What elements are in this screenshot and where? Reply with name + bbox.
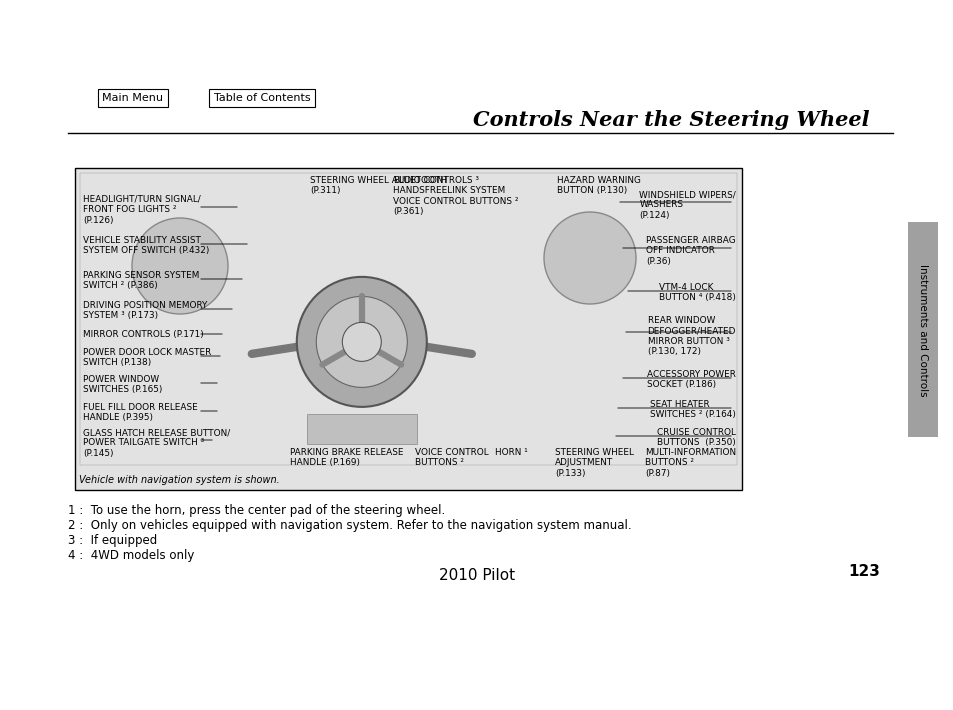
FancyBboxPatch shape: [75, 168, 741, 490]
Text: 123: 123: [847, 564, 879, 579]
Circle shape: [132, 218, 228, 314]
FancyBboxPatch shape: [307, 414, 416, 444]
Text: 1 :  To use the horn, press the center pad of the steering wheel.: 1 : To use the horn, press the center pa…: [68, 504, 445, 517]
Text: Table of Contents: Table of Contents: [213, 93, 310, 103]
Text: DRIVING POSITION MEMORY
SYSTEM ³ (P.173): DRIVING POSITION MEMORY SYSTEM ³ (P.173): [83, 301, 207, 320]
Text: SEAT HEATER
SWITCHES ² (P.164): SEAT HEATER SWITCHES ² (P.164): [649, 400, 735, 420]
Text: ACCESSORY POWER
SOCKET (P.186): ACCESSORY POWER SOCKET (P.186): [646, 370, 735, 389]
Text: HAZARD WARNING
BUTTON (P.130): HAZARD WARNING BUTTON (P.130): [557, 176, 640, 195]
Text: VOICE CONTROL
BUTTONS ²: VOICE CONTROL BUTTONS ²: [415, 448, 488, 467]
Text: Vehicle with navigation system is shown.: Vehicle with navigation system is shown.: [79, 475, 279, 485]
Text: HEADLIGHT/TURN SIGNAL/
FRONT FOG LIGHTS ²
(P.126): HEADLIGHT/TURN SIGNAL/ FRONT FOG LIGHTS …: [83, 195, 200, 225]
Text: GLASS HATCH RELEASE BUTTON/
POWER TAILGATE SWITCH ³
(P.145): GLASS HATCH RELEASE BUTTON/ POWER TAILGA…: [83, 428, 230, 458]
Text: VEHICLE STABILITY ASSIST
SYSTEM OFF SWITCH (P.432): VEHICLE STABILITY ASSIST SYSTEM OFF SWIT…: [83, 236, 209, 256]
Text: MULTI-INFORMATION
BUTTONS ²
(P.87): MULTI-INFORMATION BUTTONS ² (P.87): [644, 448, 736, 478]
Text: WINDSHIELD WIPERS/
WASHERS
(P.124): WINDSHIELD WIPERS/ WASHERS (P.124): [639, 190, 735, 220]
Text: PASSENGER AIRBAG
OFF INDICATOR
(P.36): PASSENGER AIRBAG OFF INDICATOR (P.36): [646, 236, 735, 266]
Text: VTM-4 LOCK
BUTTON ⁴ (P.418): VTM-4 LOCK BUTTON ⁴ (P.418): [659, 283, 735, 302]
Text: Controls Near the Steering Wheel: Controls Near the Steering Wheel: [473, 110, 869, 130]
Text: PARKING SENSOR SYSTEM
SWITCH ² (P.386): PARKING SENSOR SYSTEM SWITCH ² (P.386): [83, 271, 199, 290]
Circle shape: [316, 296, 407, 388]
Text: HORN ¹: HORN ¹: [495, 448, 527, 457]
Text: STEERING WHEEL
ADJUSTMENT
(P.133): STEERING WHEEL ADJUSTMENT (P.133): [555, 448, 633, 478]
Text: MIRROR CONTROLS (P.171): MIRROR CONTROLS (P.171): [83, 330, 204, 339]
Text: POWER DOOR LOCK MASTER
SWITCH (P.138): POWER DOOR LOCK MASTER SWITCH (P.138): [83, 348, 211, 367]
Circle shape: [342, 322, 381, 361]
Circle shape: [543, 212, 636, 304]
Text: 4 :  4WD models only: 4 : 4WD models only: [68, 549, 194, 562]
Text: 2010 Pilot: 2010 Pilot: [438, 568, 515, 583]
Text: Main Menu: Main Menu: [102, 93, 163, 103]
Text: BLUETOOTH
HANDSFREELINK SYSTEM
VOICE CONTROL BUTTONS ²
(P.361): BLUETOOTH HANDSFREELINK SYSTEM VOICE CON…: [393, 176, 518, 217]
Circle shape: [296, 277, 426, 407]
FancyBboxPatch shape: [907, 222, 937, 437]
Text: PARKING BRAKE RELEASE
HANDLE (P.169): PARKING BRAKE RELEASE HANDLE (P.169): [290, 448, 403, 467]
Text: FUEL FILL DOOR RELEASE
HANDLE (P.395): FUEL FILL DOOR RELEASE HANDLE (P.395): [83, 403, 197, 422]
Text: 2 :  Only on vehicles equipped with navigation system. Refer to the navigation s: 2 : Only on vehicles equipped with navig…: [68, 519, 631, 532]
Text: STEERING WHEEL AUDIO CONTROLS ³
(P.311): STEERING WHEEL AUDIO CONTROLS ³ (P.311): [310, 176, 478, 195]
Text: POWER WINDOW
SWITCHES (P.165): POWER WINDOW SWITCHES (P.165): [83, 375, 162, 394]
Text: 3 :  If equipped: 3 : If equipped: [68, 534, 157, 547]
Text: REAR WINDOW
DEFOGGER/HEATED
MIRROR BUTTON ³
(P.130, 172): REAR WINDOW DEFOGGER/HEATED MIRROR BUTTO…: [647, 316, 735, 356]
Text: CRUISE CONTROL
BUTTONS  (P.350): CRUISE CONTROL BUTTONS (P.350): [657, 428, 735, 447]
Text: Instruments and Controls: Instruments and Controls: [917, 263, 927, 396]
